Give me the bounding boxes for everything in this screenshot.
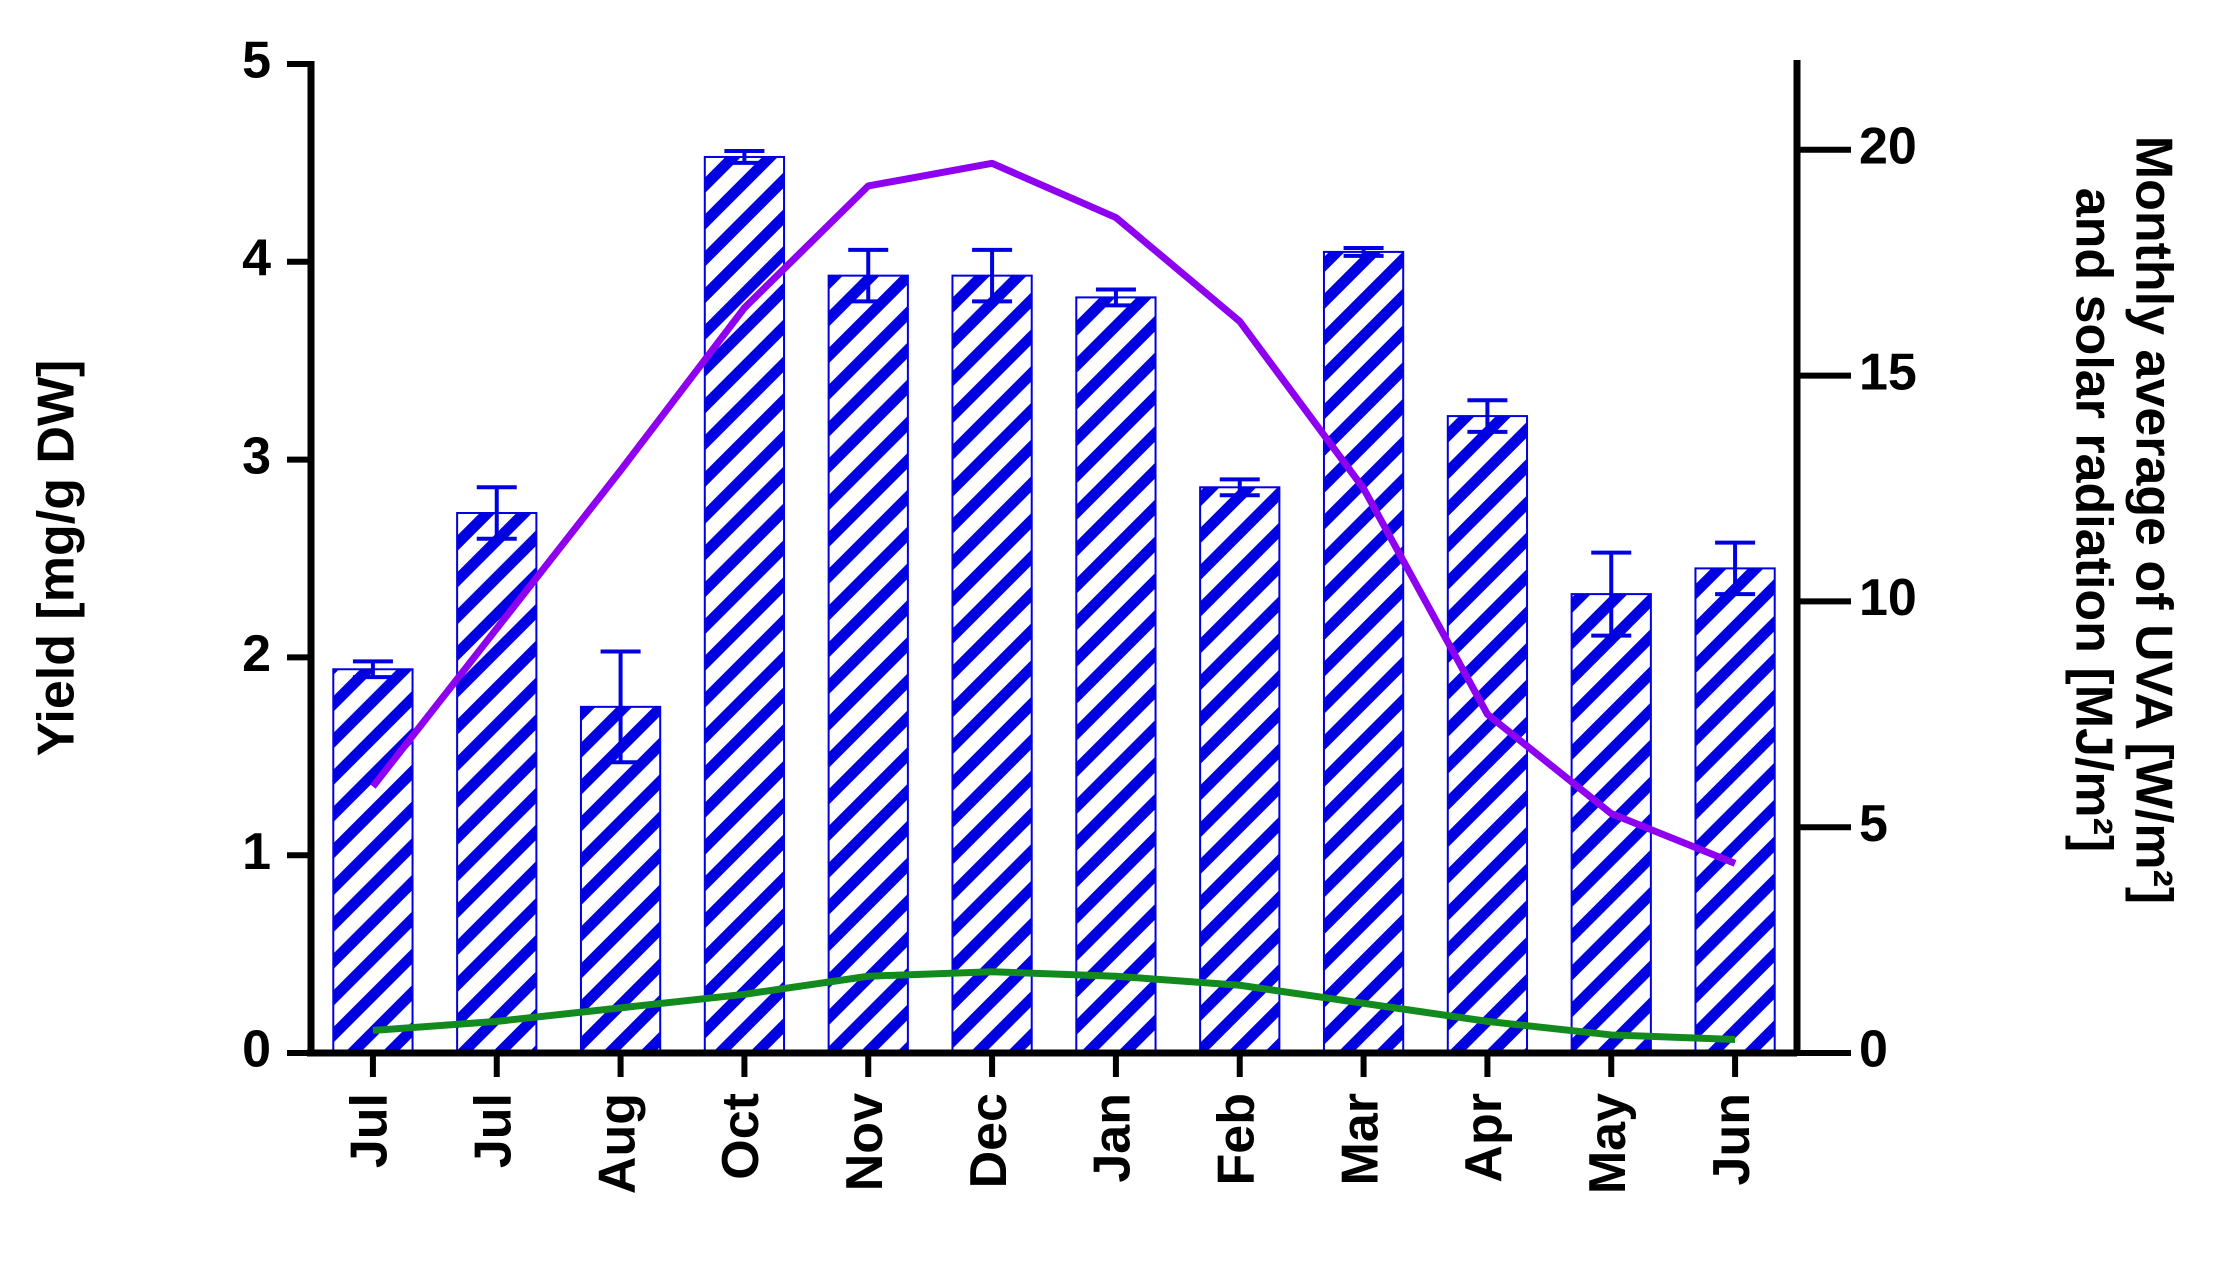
error-bar xyxy=(600,649,641,765)
bar xyxy=(703,155,786,1054)
y-tick-label: 3 xyxy=(242,427,271,485)
x-tick-label: May xyxy=(1579,1093,1637,1194)
y2-axis-label: Monthly average of UVA [W/m²] xyxy=(2124,136,2182,904)
error-bar xyxy=(972,247,1013,304)
error-bar xyxy=(1715,540,1756,597)
y2-tick-label: 0 xyxy=(1859,1021,1888,1079)
error-bar xyxy=(1343,245,1384,258)
y2-tick-label: 20 xyxy=(1859,118,1917,176)
x-tick-label: Jul xyxy=(464,1093,522,1168)
error-bar xyxy=(1467,398,1508,434)
bar xyxy=(1694,567,1776,1054)
error-bar xyxy=(352,659,393,680)
x-tick-label: Oct xyxy=(712,1093,770,1180)
x-tick-label: Jan xyxy=(1084,1093,1142,1183)
y-tick-label: 1 xyxy=(242,823,271,881)
bar xyxy=(332,668,414,1054)
bar xyxy=(579,705,662,1054)
x-tick-label: Nov xyxy=(836,1093,894,1191)
x-tick-label: Jul xyxy=(341,1093,399,1168)
y-tick-label: 4 xyxy=(242,230,271,288)
error-bar xyxy=(848,247,889,304)
bar xyxy=(456,512,538,1054)
x-tick-label: Apr xyxy=(1455,1093,1513,1183)
bar xyxy=(1322,250,1405,1055)
y-tick-label: 5 xyxy=(242,32,271,90)
y-tick-label: 2 xyxy=(242,625,271,683)
bar xyxy=(951,274,1033,1054)
y2-axis-label: and solar radiation [MJ/m²] xyxy=(2064,188,2122,853)
error-bar xyxy=(1095,287,1136,308)
x-tick-label: Aug xyxy=(588,1093,646,1194)
line xyxy=(370,159,1737,867)
x-tick-label: Jun xyxy=(1703,1093,1761,1185)
x-tick-label: Feb xyxy=(1207,1093,1265,1185)
x-tick-label: Dec xyxy=(960,1093,1018,1188)
y-axis-label: Yield [mg/g DW] xyxy=(28,360,86,757)
line xyxy=(372,968,1736,1043)
error-bar xyxy=(1219,477,1260,498)
error-bar xyxy=(1591,550,1632,638)
y2-tick-label: 10 xyxy=(1859,569,1917,627)
y2-tick-label: 5 xyxy=(1859,795,1888,853)
y2-tick-label: 15 xyxy=(1859,343,1917,401)
error-bar xyxy=(724,149,765,165)
bar xyxy=(1199,486,1281,1054)
error-bar xyxy=(476,485,517,541)
bar xyxy=(1075,296,1157,1054)
y-tick-label: 0 xyxy=(242,1021,271,1079)
x-tick-label: Mar xyxy=(1331,1093,1389,1185)
bar xyxy=(827,274,909,1054)
